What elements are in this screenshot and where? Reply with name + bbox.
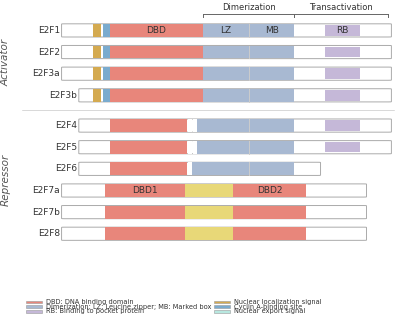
Text: E2F7b: E2F7b: [32, 208, 60, 217]
Text: Dimerization: Dimerization: [222, 3, 275, 12]
Bar: [188, 162, 192, 175]
Bar: [325, 90, 360, 100]
Bar: [202, 24, 294, 37]
Bar: [214, 301, 230, 303]
Bar: [26, 306, 42, 308]
Text: E2F7a: E2F7a: [32, 186, 60, 195]
Text: E2F1: E2F1: [38, 26, 60, 35]
Bar: [325, 142, 360, 152]
Bar: [105, 227, 185, 240]
FancyBboxPatch shape: [62, 184, 366, 197]
Text: Nuclear export signal: Nuclear export signal: [234, 308, 305, 314]
Bar: [103, 89, 110, 102]
Bar: [93, 67, 101, 80]
Bar: [110, 89, 202, 102]
Text: E2F5: E2F5: [55, 143, 77, 152]
Bar: [110, 24, 202, 37]
Bar: [103, 24, 110, 37]
Bar: [103, 46, 110, 58]
Bar: [185, 184, 233, 197]
Text: Cyclin A-binding site: Cyclin A-binding site: [234, 304, 302, 310]
Bar: [110, 119, 187, 132]
Bar: [325, 47, 360, 57]
Bar: [325, 68, 360, 79]
Bar: [110, 67, 202, 80]
Text: Repressor: Repressor: [0, 153, 10, 206]
FancyBboxPatch shape: [79, 141, 392, 154]
Bar: [26, 310, 42, 313]
Bar: [214, 306, 230, 308]
Bar: [185, 206, 233, 218]
Bar: [325, 25, 360, 36]
Text: Transactivation: Transactivation: [310, 3, 373, 12]
Bar: [192, 162, 294, 175]
Bar: [26, 301, 42, 303]
Text: RB: RB: [336, 26, 348, 35]
Text: DBD2: DBD2: [257, 186, 282, 195]
Bar: [233, 206, 306, 218]
Text: E2F3b: E2F3b: [50, 91, 77, 100]
Text: Dimerization: LZ: Leucine zipper; MB: Marked box: Dimerization: LZ: Leucine zipper; MB: Ma…: [46, 304, 212, 310]
Text: RB: Binding to pocket protein: RB: Binding to pocket protein: [46, 308, 144, 314]
Bar: [93, 89, 101, 102]
Bar: [197, 141, 294, 154]
Text: E2F4: E2F4: [55, 121, 77, 130]
Text: DBD1: DBD1: [132, 186, 158, 195]
Text: E2F3a: E2F3a: [32, 69, 60, 78]
Bar: [193, 141, 197, 154]
Bar: [105, 206, 185, 218]
Bar: [110, 46, 202, 58]
Text: Nuclear localization signal: Nuclear localization signal: [234, 299, 322, 305]
Bar: [110, 162, 187, 175]
FancyBboxPatch shape: [62, 67, 392, 80]
Bar: [110, 141, 187, 154]
Text: DBD: DNA binding domain: DBD: DNA binding domain: [46, 299, 134, 305]
Bar: [233, 184, 306, 197]
FancyBboxPatch shape: [79, 162, 320, 175]
FancyBboxPatch shape: [62, 227, 366, 240]
Bar: [193, 119, 197, 132]
FancyBboxPatch shape: [62, 24, 392, 37]
FancyBboxPatch shape: [79, 89, 392, 102]
FancyBboxPatch shape: [62, 205, 366, 219]
Bar: [188, 119, 192, 132]
Bar: [105, 184, 185, 197]
Text: MB: MB: [265, 26, 279, 35]
Text: Activator: Activator: [0, 39, 10, 87]
Text: E2F8: E2F8: [38, 229, 60, 238]
Text: E2F2: E2F2: [38, 48, 60, 56]
Text: DBD: DBD: [146, 26, 166, 35]
FancyBboxPatch shape: [79, 119, 392, 132]
Bar: [93, 24, 101, 37]
Bar: [197, 119, 294, 132]
Bar: [202, 67, 294, 80]
Bar: [202, 89, 294, 102]
Bar: [185, 227, 233, 240]
Bar: [233, 227, 306, 240]
FancyBboxPatch shape: [62, 45, 392, 59]
Text: E2F6: E2F6: [55, 164, 77, 173]
Text: LZ: LZ: [220, 26, 231, 35]
Bar: [202, 46, 294, 58]
Bar: [214, 310, 230, 313]
Bar: [93, 46, 101, 58]
Bar: [188, 141, 192, 154]
Bar: [325, 120, 360, 131]
Bar: [103, 67, 110, 80]
